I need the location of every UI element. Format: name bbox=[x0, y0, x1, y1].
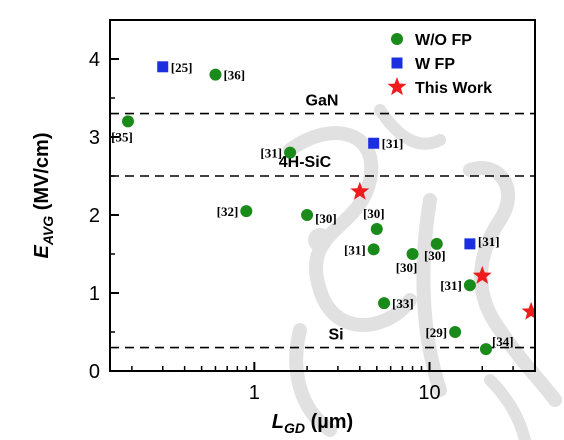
x-axis-title-main: L bbox=[272, 411, 284, 433]
data-point-square bbox=[368, 137, 380, 149]
data-point-circle bbox=[378, 297, 391, 310]
data-point-circle bbox=[463, 279, 476, 292]
data-point-label: [31] bbox=[344, 242, 366, 257]
y-axis-title: EAVG (MV/cm) bbox=[31, 133, 56, 259]
y-axis-title-sub: AVG bbox=[40, 216, 56, 246]
y-axis-title-unit: (MV/cm) bbox=[31, 133, 53, 216]
data-point-label: [31] bbox=[440, 278, 462, 293]
x-axis-title: LGD (µm) bbox=[272, 411, 353, 436]
data-point-label: [32] bbox=[217, 204, 239, 219]
data-point-square bbox=[464, 238, 476, 250]
reference-line-label: GaN bbox=[306, 93, 339, 110]
reference-line-label: Si bbox=[328, 327, 343, 344]
y-axis-ticks: 0 1 2 3 4 bbox=[89, 49, 119, 383]
x-axis-title-unit: (µm) bbox=[305, 411, 353, 433]
data-point-label: [30] bbox=[315, 211, 337, 226]
y-tick-label: 3 bbox=[89, 127, 100, 149]
data-point-label: [29] bbox=[425, 325, 447, 340]
legend-marker-circle bbox=[391, 33, 403, 45]
data-point-label: [30] bbox=[396, 260, 418, 275]
data-point-label: [31] bbox=[260, 146, 282, 161]
data-point-circle bbox=[370, 223, 383, 236]
y-tick-label: 2 bbox=[89, 205, 100, 227]
y-tick-label: 4 bbox=[89, 49, 100, 71]
legend-label: This Work bbox=[415, 80, 492, 97]
data-point-circle bbox=[367, 243, 380, 256]
data-point-circle bbox=[449, 326, 462, 338]
legend-label: W FP bbox=[415, 56, 455, 73]
data-point-circle bbox=[209, 68, 222, 81]
data-point-label: [30] bbox=[363, 206, 385, 221]
reference-lines bbox=[110, 112, 535, 349]
legend-marker-star bbox=[387, 77, 407, 96]
data-point-label: [30] bbox=[424, 248, 446, 263]
data-point-label: [25] bbox=[171, 60, 193, 75]
legend-label: W/O FP bbox=[415, 32, 472, 49]
data-point-square bbox=[157, 61, 169, 73]
data-point-labels: [35] [36] [31] [32] [30] [30] [31] [30] [30] [31]… bbox=[111, 60, 513, 349]
data-point-circle bbox=[430, 237, 443, 250]
data-point-circle bbox=[479, 343, 492, 356]
y-axis-title-group: EAVG (MV/cm) bbox=[31, 133, 56, 259]
data-point-label: [33] bbox=[392, 296, 414, 311]
legend: W/O FP W FP This Work bbox=[387, 32, 492, 97]
data-point-circle bbox=[121, 115, 134, 128]
data-point-circle bbox=[406, 248, 419, 260]
data-point-star bbox=[521, 301, 535, 320]
plot-frame bbox=[109, 19, 536, 372]
data-point-label: [34] bbox=[492, 334, 514, 349]
x-tick-label: 1 bbox=[249, 382, 260, 404]
data-point-label: [35] bbox=[111, 129, 133, 144]
legend-marker-square bbox=[391, 57, 403, 69]
watermark bbox=[283, 104, 562, 440]
data-point-circle bbox=[301, 209, 314, 221]
data-points bbox=[121, 61, 535, 356]
x-axis-title-sub: GD bbox=[284, 420, 305, 436]
data-point-label: [36] bbox=[223, 68, 245, 83]
y-tick-label: 0 bbox=[89, 361, 100, 383]
data-point-circle bbox=[240, 205, 253, 218]
y-tick-label: 1 bbox=[89, 283, 100, 305]
x-axis-ticks: 1 10 bbox=[131, 362, 514, 404]
x-tick-label: 10 bbox=[418, 382, 440, 404]
data-point-star bbox=[472, 265, 492, 284]
data-point-star bbox=[350, 181, 370, 200]
data-point-label: [31] bbox=[382, 136, 404, 151]
y-axis-title-main: E bbox=[31, 245, 53, 259]
data-point-label: [31] bbox=[478, 234, 500, 249]
data-point-circle bbox=[284, 146, 297, 159]
